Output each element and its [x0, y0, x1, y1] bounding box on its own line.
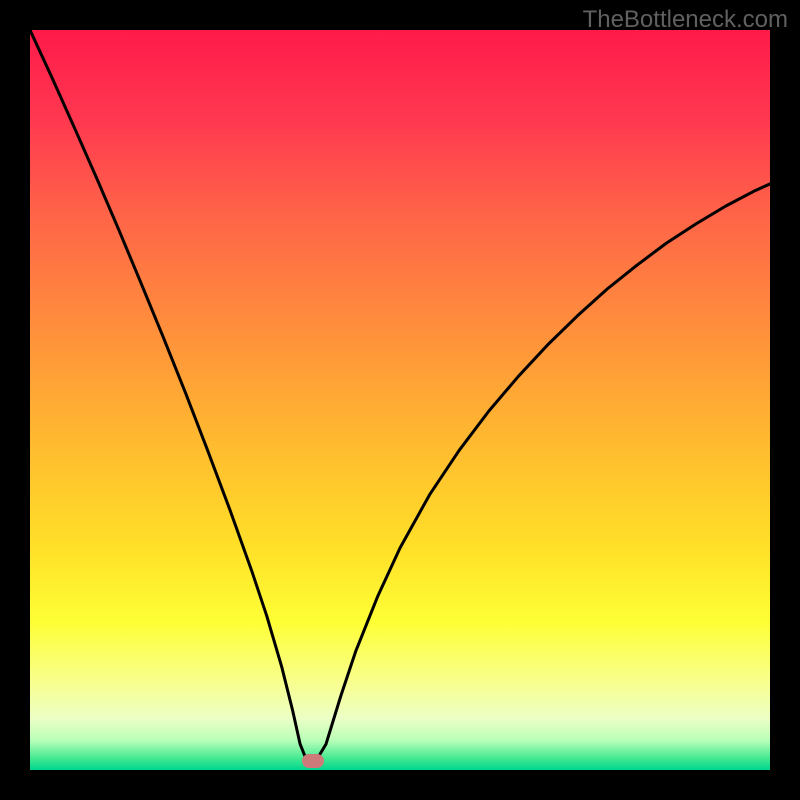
optimal-point-marker	[302, 754, 324, 768]
plot-area	[30, 30, 770, 770]
watermark-text: TheBottleneck.com	[583, 6, 788, 34]
bottleneck-curve	[30, 30, 770, 770]
